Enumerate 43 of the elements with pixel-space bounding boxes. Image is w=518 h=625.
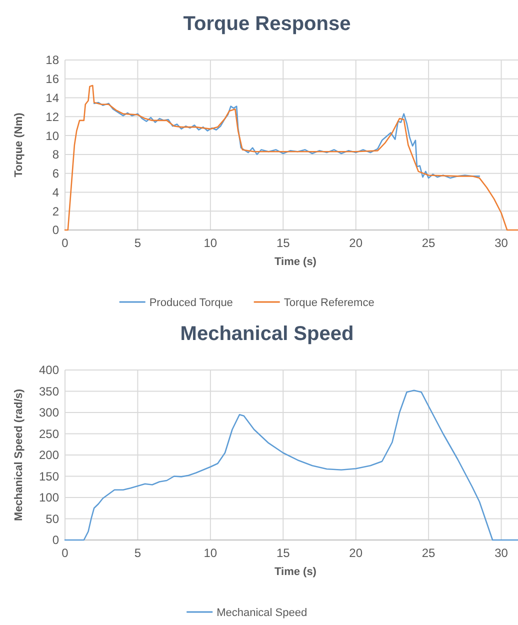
y-tick-label: 0 bbox=[52, 223, 60, 238]
line-series bbox=[93, 102, 480, 179]
y-tick-label: 2 bbox=[52, 204, 60, 218]
y-tick-label: 400 bbox=[38, 363, 60, 378]
x-tick-label: 10 bbox=[204, 546, 218, 560]
y-tick-label: 100 bbox=[38, 490, 60, 505]
y-tick-label: 6 bbox=[52, 166, 60, 181]
x-tick-label: 25 bbox=[422, 546, 436, 560]
y-tick-label: 0 bbox=[52, 533, 60, 548]
y-axis-title: Mechanical Speed (rad/s) bbox=[13, 388, 25, 522]
y-tick-label: 18 bbox=[46, 53, 60, 68]
y-tick-label: 200 bbox=[38, 448, 60, 462]
x-tick-label: 30 bbox=[494, 236, 508, 250]
x-tick-label: 20 bbox=[349, 546, 363, 560]
chart-title: Mechanical Speed bbox=[180, 323, 354, 345]
y-tick-label: 14 bbox=[46, 90, 60, 105]
legend-label: Produced Torque bbox=[149, 297, 233, 309]
x-axis-title: Time (s) bbox=[274, 256, 317, 268]
y-tick-label: 12 bbox=[46, 110, 60, 124]
x-tick-label: 0 bbox=[62, 236, 69, 250]
y-tick-label: 250 bbox=[38, 426, 60, 441]
x-tick-label: 15 bbox=[276, 546, 290, 560]
y-tick-label: 4 bbox=[52, 185, 60, 200]
y-tick-label: 300 bbox=[38, 406, 60, 420]
y-tick-label: 8 bbox=[52, 148, 60, 162]
x-tick-label: 10 bbox=[204, 236, 218, 250]
y-axis-title: Torque (Nm) bbox=[13, 112, 25, 178]
x-tick-label: 25 bbox=[422, 236, 436, 250]
x-axis-title: Time (s) bbox=[274, 566, 317, 578]
y-tick-label: 50 bbox=[46, 512, 60, 526]
x-tick-label: 0 bbox=[62, 546, 69, 560]
x-tick-label: 5 bbox=[134, 236, 142, 250]
y-tick-label: 16 bbox=[46, 72, 60, 86]
y-tick-label: 350 bbox=[38, 384, 60, 398]
legend-label: Torque Referemce bbox=[284, 297, 374, 309]
x-tick-label: 30 bbox=[494, 546, 508, 560]
chart-title: Torque Response bbox=[183, 13, 351, 35]
y-tick-label: 10 bbox=[46, 128, 60, 143]
x-tick-label: 5 bbox=[134, 546, 142, 560]
legend-label: Mechanical Speed bbox=[216, 607, 308, 619]
x-tick-label: 15 bbox=[276, 236, 290, 250]
y-tick-label: 150 bbox=[38, 469, 60, 484]
x-tick-label: 20 bbox=[349, 236, 363, 250]
